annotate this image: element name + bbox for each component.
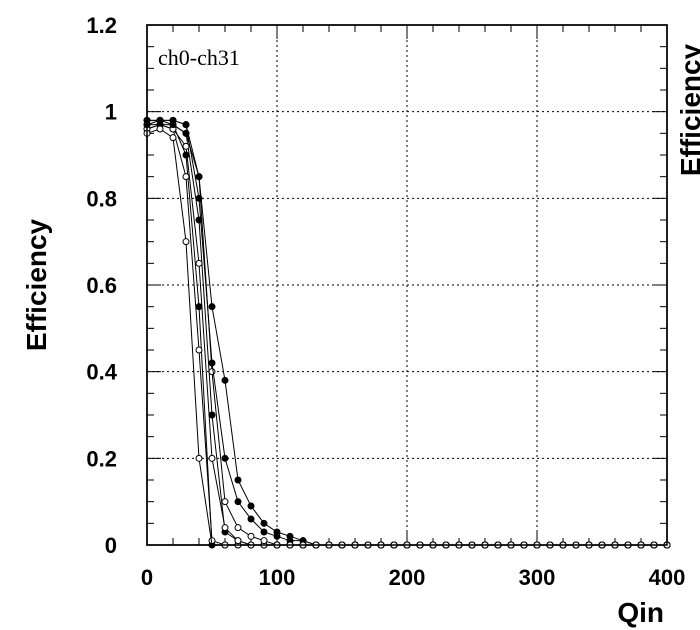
data-point bbox=[247, 502, 255, 510]
data-point bbox=[169, 121, 177, 129]
data-point bbox=[182, 151, 190, 159]
data-point bbox=[260, 519, 268, 527]
data-point bbox=[182, 238, 190, 246]
data-point bbox=[234, 498, 242, 506]
y-tick-label: 1 bbox=[105, 100, 117, 125]
x-tick-label: 300 bbox=[519, 565, 556, 590]
data-point bbox=[208, 359, 216, 367]
data-point bbox=[208, 411, 216, 419]
data-point bbox=[208, 303, 216, 311]
data-point bbox=[195, 259, 203, 267]
x-tick-label: 400 bbox=[649, 565, 686, 590]
data-point bbox=[234, 537, 242, 545]
y-tick-label: 0 bbox=[105, 533, 117, 558]
x-axis-title: Qin bbox=[617, 597, 664, 628]
data-point bbox=[221, 524, 229, 532]
data-point bbox=[156, 125, 164, 133]
y-tick-label: 0.4 bbox=[86, 360, 117, 385]
data-point bbox=[195, 454, 203, 462]
neighbor-y-axis-title-clipped: Efficiency bbox=[675, 43, 700, 176]
data-point bbox=[286, 532, 294, 540]
y-tick-label: 1.2 bbox=[86, 13, 117, 38]
y-tick-labels: 0 0.2 0.4 0.6 0.8 1 1.2 bbox=[86, 13, 117, 558]
data-point bbox=[182, 142, 190, 150]
data-point bbox=[182, 129, 190, 137]
data-point bbox=[208, 454, 216, 462]
data-point bbox=[221, 454, 229, 462]
data-point bbox=[195, 194, 203, 202]
x-tick-label: 200 bbox=[389, 565, 426, 590]
data-point bbox=[221, 376, 229, 384]
data-point bbox=[247, 515, 255, 523]
data-point bbox=[234, 524, 242, 532]
x-tick-label: 100 bbox=[259, 565, 296, 590]
annotation-label: ch0-ch31 bbox=[158, 45, 240, 70]
grid bbox=[147, 25, 667, 545]
data-point bbox=[260, 528, 268, 536]
data-point bbox=[221, 498, 229, 506]
y-tick-label: 0.2 bbox=[86, 446, 117, 471]
plot-border bbox=[146, 24, 668, 546]
data-point bbox=[247, 532, 255, 540]
data-point bbox=[234, 476, 242, 484]
data-point bbox=[260, 537, 268, 545]
x-tick-labels: 0 100 200 300 400 bbox=[141, 565, 685, 590]
data-point bbox=[273, 528, 281, 536]
data-point bbox=[195, 346, 203, 354]
x-tick-label: 0 bbox=[141, 565, 153, 590]
data-point bbox=[208, 368, 216, 376]
y-tick-label: 0.6 bbox=[86, 273, 117, 298]
data-point bbox=[195, 303, 203, 311]
data-point bbox=[195, 173, 203, 181]
y-axis-title: Efficiency bbox=[21, 218, 52, 351]
data-point bbox=[182, 173, 190, 181]
y-tick-label: 0.8 bbox=[86, 186, 117, 211]
data-point bbox=[182, 121, 190, 129]
data-point bbox=[169, 134, 177, 142]
